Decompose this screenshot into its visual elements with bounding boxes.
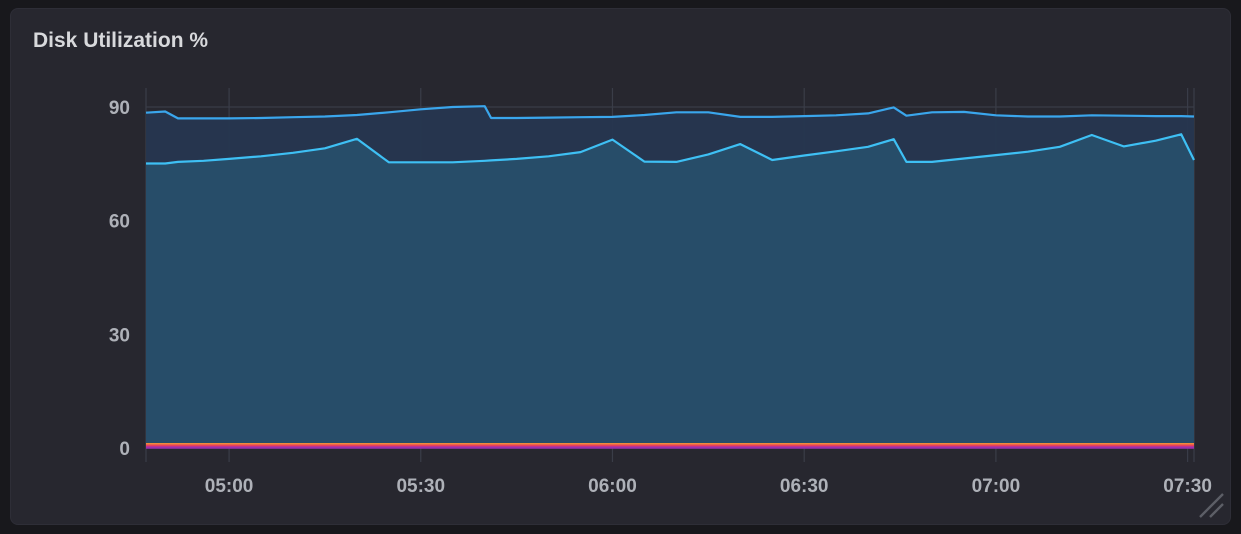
y-tick-label: 60 [109, 212, 130, 233]
panel-title: Disk Utilization % [33, 29, 209, 52]
series-lower-area [146, 134, 1194, 449]
y-tick-label: 0 [119, 439, 130, 460]
x-tick-label: 05:00 [205, 476, 254, 497]
y-axis-ticks: 0 30 60 90 [109, 98, 130, 460]
y-tick-label: 90 [109, 98, 130, 119]
x-tick-label: 05:30 [396, 476, 445, 497]
x-tick-label: 06:30 [780, 476, 829, 497]
series-lower-line [146, 133, 1195, 165]
series-lines [145, 105, 1195, 449]
y-tick-label: 30 [109, 325, 130, 346]
x-tick-label: 07:00 [972, 476, 1021, 497]
x-tick-label: 06:00 [588, 476, 637, 497]
resize-corner-icon[interactable] [1196, 490, 1226, 520]
series-upper-line [145, 105, 1195, 120]
x-tick-label: 07:30 [1163, 476, 1212, 497]
series-areas [146, 106, 1194, 449]
x-axis-ticks: 05:00 05:30 06:00 06:30 07:00 07:30 [205, 476, 1212, 497]
